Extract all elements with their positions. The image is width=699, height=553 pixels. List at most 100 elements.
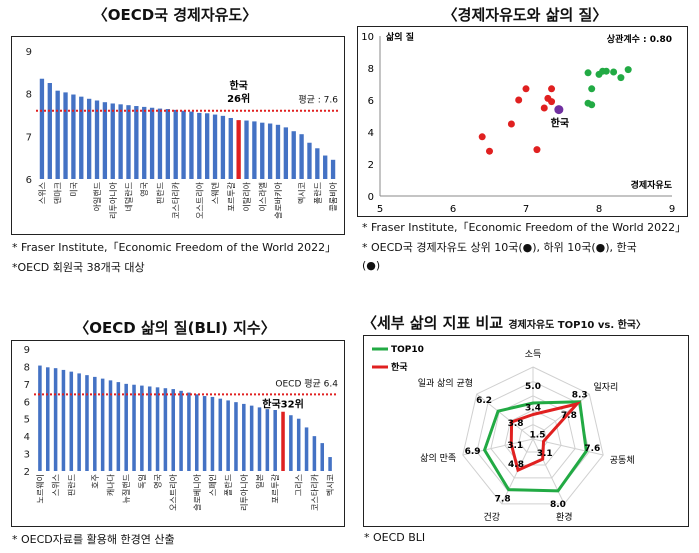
- bli-category-label: 폴란드: [223, 474, 233, 496]
- bli-bar: [265, 409, 270, 471]
- scatter-point: [515, 96, 523, 104]
- radar-title-sub: 경제자유도 TOP10 vs. 한국〉: [508, 320, 646, 331]
- radar-chart-frame: 소득 일자리 공동체 환경 건강 삶의 만족 일과 삶의 균형 5.0 8.3 7.6 8.0 7.8…: [363, 335, 689, 527]
- freedom-category-label: 이탈리아: [242, 181, 252, 211]
- bli-category-label: 스페인: [207, 474, 217, 496]
- radar-spoke: [532, 438, 565, 505]
- radar-korea-value: 3.1: [537, 449, 553, 459]
- bli-category-label: 독일: [138, 474, 147, 489]
- radar-korea-value: 4.8: [508, 460, 524, 470]
- scatter-y-tick-label: 4: [368, 128, 374, 139]
- bli-y-tick-label: 5: [24, 415, 30, 426]
- scatter-x-tick-label: 6: [450, 204, 456, 215]
- bli-bar: [296, 418, 301, 471]
- radar-top10-value: 8.3: [572, 391, 588, 401]
- bli-bar: [202, 396, 207, 471]
- bli-bar: [187, 392, 191, 471]
- scatter-point: [602, 67, 610, 75]
- scatter-point: [478, 133, 486, 141]
- bli-category-label: 슬로베니아: [192, 473, 202, 510]
- scatter-correlation-label: 상관계수 : 0.80: [607, 33, 672, 45]
- freedom-bar-chart: 6 7 8 9 스위스 덴마크 미국 아일랜드 리투아니아 네덜란드 영국 핀란드 코스타리카 오스트리아…: [26, 47, 339, 219]
- radar-title-main: 〈세부 삶의 지표 비교: [362, 314, 504, 332]
- freedom-bar: [126, 105, 131, 179]
- freedom-bar: [197, 112, 202, 179]
- scatter-y-tick-label: 8: [368, 64, 374, 75]
- freedom-bar: [39, 78, 45, 179]
- radar-axis-label: 건강: [483, 512, 500, 523]
- bli-y-tick-label: 3: [24, 450, 30, 461]
- bli-bar: [61, 369, 66, 471]
- freedom-category-label: 리투아니아: [108, 181, 118, 218]
- freedom-average-label: 평균 : 7.6: [298, 95, 338, 106]
- bli-category-label: 포르투갈: [271, 473, 280, 503]
- freedom-bar: [220, 115, 226, 179]
- freedom-korea-label: 한국: [229, 80, 247, 92]
- freedom-bar: [102, 102, 108, 179]
- bli-y-tick-label: 8: [24, 362, 30, 373]
- radar-axis-label: 소득: [525, 349, 542, 360]
- bli-category-label: 스위스: [52, 474, 61, 496]
- bli-bar: [242, 403, 246, 471]
- freedom-bar-korea: [236, 120, 241, 179]
- freedom-bar: [165, 109, 170, 179]
- freedom-bar: [275, 124, 281, 179]
- freedom-sample-note: *OECD 회원국 38개국 대상: [12, 261, 145, 274]
- radar-korea-value: 3.4: [525, 404, 541, 414]
- radar-top10-value: 6.2: [476, 396, 492, 406]
- scatter-y-tick-label: 2: [368, 160, 374, 171]
- freedom-bar: [71, 94, 76, 179]
- freedom-bar: [149, 107, 155, 179]
- radar-grid-ring: [518, 424, 548, 453]
- freedom-bar: [212, 114, 218, 179]
- scatter-point: [588, 85, 596, 93]
- bli-bar: [226, 400, 230, 471]
- freedom-category-label: 네덜란드: [123, 182, 133, 211]
- radar-korea-value: 1.5: [530, 430, 546, 440]
- bli-bar: [273, 410, 277, 471]
- scatter-x-tick-label: 5: [377, 204, 383, 215]
- bli-category-label: 노르웨이: [35, 474, 45, 503]
- freedom-bar: [55, 90, 60, 179]
- bli-category-label: 리투아니아: [239, 473, 249, 510]
- scatter-point: [554, 105, 564, 115]
- radar-series-korea: [509, 401, 582, 473]
- freedom-bar: [142, 106, 147, 179]
- bli-bar: [320, 443, 325, 471]
- bli-bar: [147, 386, 152, 471]
- bli-bar: [171, 389, 176, 471]
- radar-top10-value: 7.8: [495, 495, 511, 505]
- radar-korea-value: 7.8: [561, 411, 577, 421]
- radar-legend-label: TOP10: [391, 345, 424, 355]
- freedom-category-label: 미국: [69, 182, 78, 197]
- freedom-bar: [315, 148, 320, 179]
- freedom-bar: [189, 111, 194, 179]
- freedom-category-label: 오스트리아: [194, 181, 204, 218]
- freedom-bar: [47, 83, 52, 179]
- bli-category-label: 멕시코: [325, 474, 335, 496]
- scatter-y-tick-label: 0: [368, 192, 374, 203]
- bli-bar: [53, 368, 58, 471]
- scatter-point: [486, 147, 493, 155]
- freedom-korea-rank: 26위: [227, 92, 250, 105]
- bli-bar-chart: 2 3 4 5 6 7 8 9 노르웨이 스위스 핀란드 호주 캐나다 뉴질랜드 독일 영국 오스트리아 슬로베니…: [24, 345, 339, 511]
- freedom-bar: [252, 121, 257, 179]
- bli-bar: [108, 380, 113, 471]
- freedom-bar: [330, 159, 336, 179]
- bli-category-label: 뉴질랜드: [121, 474, 131, 503]
- radar-axis-label: 공동체: [610, 455, 635, 466]
- freedom-bar: [323, 155, 328, 179]
- scatter-chart-title: 〈경제자유도와 삶의 질〉: [442, 6, 608, 24]
- bli-y-tick-label: 7: [24, 380, 30, 391]
- bli-category-label: 그리스: [295, 474, 304, 496]
- freedom-bar: [181, 110, 186, 179]
- bli-bar: [140, 385, 144, 471]
- freedom-category-label: 스웨덴: [210, 182, 220, 204]
- bli-y-tick-label: 4: [24, 432, 30, 443]
- freedom-chart-frame: 6 7 8 9 스위스 덴마크 미국 아일랜드 리투아니아 네덜란드 영국 핀란드 코스타리카 오스트리아…: [11, 36, 345, 235]
- radar-axis-label: 환경: [556, 511, 573, 523]
- freedom-bar: [228, 117, 233, 179]
- bli-bar: [38, 365, 42, 471]
- bli-category-label: 호주: [91, 474, 100, 489]
